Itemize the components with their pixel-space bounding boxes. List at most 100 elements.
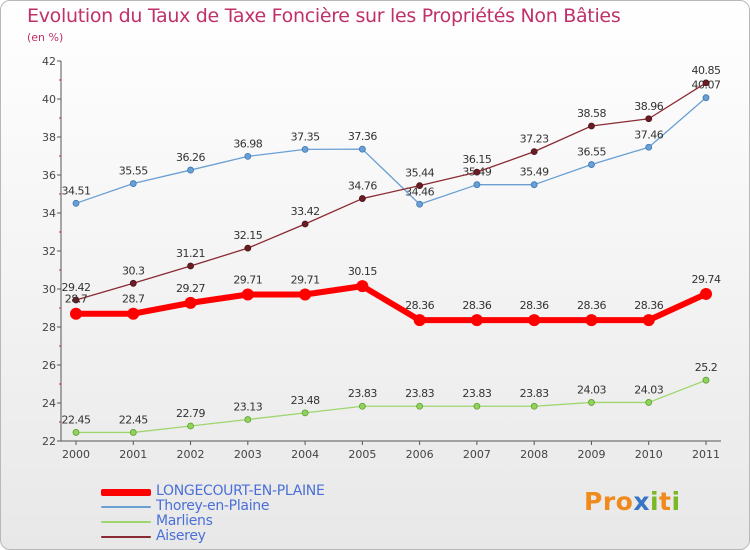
data-point xyxy=(301,220,309,228)
data-point xyxy=(645,115,653,123)
data-point xyxy=(358,145,366,153)
data-point xyxy=(187,422,194,430)
data-point xyxy=(416,200,424,208)
data-label: 28.36 xyxy=(520,299,549,312)
data-point xyxy=(358,195,366,202)
data-label: 29.71 xyxy=(233,274,262,287)
data-point xyxy=(528,314,541,327)
data-label: 29.71 xyxy=(291,274,320,287)
data-point xyxy=(473,181,481,189)
x-tick-label: 2004 xyxy=(291,448,319,461)
series-line xyxy=(75,97,707,205)
data-label: 29.27 xyxy=(176,282,205,295)
data-label: 33.42 xyxy=(291,205,320,218)
data-label: 23.83 xyxy=(405,387,434,400)
data-point xyxy=(585,314,598,327)
data-label: 22.45 xyxy=(62,413,91,426)
data-label: 35.55 xyxy=(119,165,148,178)
y-tick-label: 38 xyxy=(42,131,56,144)
x-tick-label: 2009 xyxy=(577,448,605,461)
legend-swatch xyxy=(101,506,151,508)
data-point xyxy=(356,280,369,293)
data-label: 38.96 xyxy=(634,100,663,113)
y-tick-label: 32 xyxy=(42,245,56,258)
series-line xyxy=(76,379,707,434)
data-point xyxy=(702,79,710,87)
data-point xyxy=(70,307,82,320)
y-tick-label: 34 xyxy=(42,207,56,220)
data-point xyxy=(301,409,309,417)
data-point xyxy=(187,166,194,174)
y-tick-label: 40 xyxy=(42,93,56,106)
data-label: 30.15 xyxy=(348,265,377,278)
chart-subtitle: (en %) xyxy=(27,31,64,44)
y-tick-label: 22 xyxy=(42,435,56,448)
y-tick-label: 36 xyxy=(42,169,56,182)
data-point xyxy=(184,296,197,309)
legend-swatch xyxy=(101,488,151,496)
data-label: 28.7 xyxy=(65,293,88,306)
data-point xyxy=(358,402,366,410)
series-line xyxy=(75,82,707,301)
x-tick-label: 2007 xyxy=(463,448,491,461)
legend-label: Marliens xyxy=(156,513,213,529)
data-point xyxy=(127,307,140,320)
y-tick-label: 24 xyxy=(42,397,56,410)
data-label: 22.79 xyxy=(176,407,205,420)
data-point xyxy=(702,376,710,384)
data-point xyxy=(72,296,80,304)
y-tick-label: 30 xyxy=(42,283,56,296)
data-point xyxy=(642,314,655,327)
y-tick-label: 26 xyxy=(42,359,56,372)
data-label: 28.36 xyxy=(634,299,663,312)
data-label: 35.44 xyxy=(405,167,434,180)
data-point xyxy=(72,429,80,436)
data-point xyxy=(473,402,481,410)
logo-text-part: t xyxy=(659,487,672,516)
data-label: 29.74 xyxy=(692,273,721,286)
legend-swatch xyxy=(101,536,151,538)
data-label: 36.15 xyxy=(462,153,491,166)
data-point xyxy=(700,287,712,300)
data-point xyxy=(129,279,137,287)
data-label: 24.03 xyxy=(577,383,606,396)
x-tick-label: 2001 xyxy=(119,448,147,461)
data-point xyxy=(244,152,252,160)
y-tick-label: 28 xyxy=(42,321,56,334)
data-label: 35.49 xyxy=(520,166,549,179)
data-label: 36.26 xyxy=(176,151,205,164)
data-point xyxy=(244,416,252,423)
proxiti-logo: Proxiti xyxy=(584,487,681,516)
data-label: 23.83 xyxy=(348,387,377,400)
x-tick-label: 2011 xyxy=(692,448,720,461)
data-label: 38.58 xyxy=(577,107,606,120)
logo-text-part: i xyxy=(671,487,681,516)
x-tick-label: 2008 xyxy=(520,448,548,461)
x-tick-label: 2000 xyxy=(62,448,90,461)
data-label: 36.98 xyxy=(233,137,262,150)
data-label: 37.36 xyxy=(348,130,377,143)
data-point xyxy=(187,262,194,270)
data-label: 23.83 xyxy=(520,387,549,400)
data-label: 22.45 xyxy=(119,413,148,426)
data-label: 25.2 xyxy=(695,361,718,374)
data-point xyxy=(299,288,312,301)
y-tick-label: 42 xyxy=(42,55,56,68)
data-label: 23.13 xyxy=(233,401,262,414)
data-point xyxy=(416,402,424,410)
data-point xyxy=(416,182,424,190)
legend-swatch xyxy=(101,521,151,523)
data-label: 37.23 xyxy=(520,133,549,146)
data-point xyxy=(72,199,80,207)
data-point xyxy=(413,314,426,327)
data-label: 34.76 xyxy=(348,180,377,193)
legend-label: Thorey-en-Plaine xyxy=(156,498,270,514)
x-tick-label: 2010 xyxy=(635,448,663,461)
data-point xyxy=(530,181,538,189)
data-point xyxy=(702,94,710,102)
data-label: 28.36 xyxy=(405,299,434,312)
data-point xyxy=(473,168,481,176)
logo-text-part: i xyxy=(649,487,660,516)
